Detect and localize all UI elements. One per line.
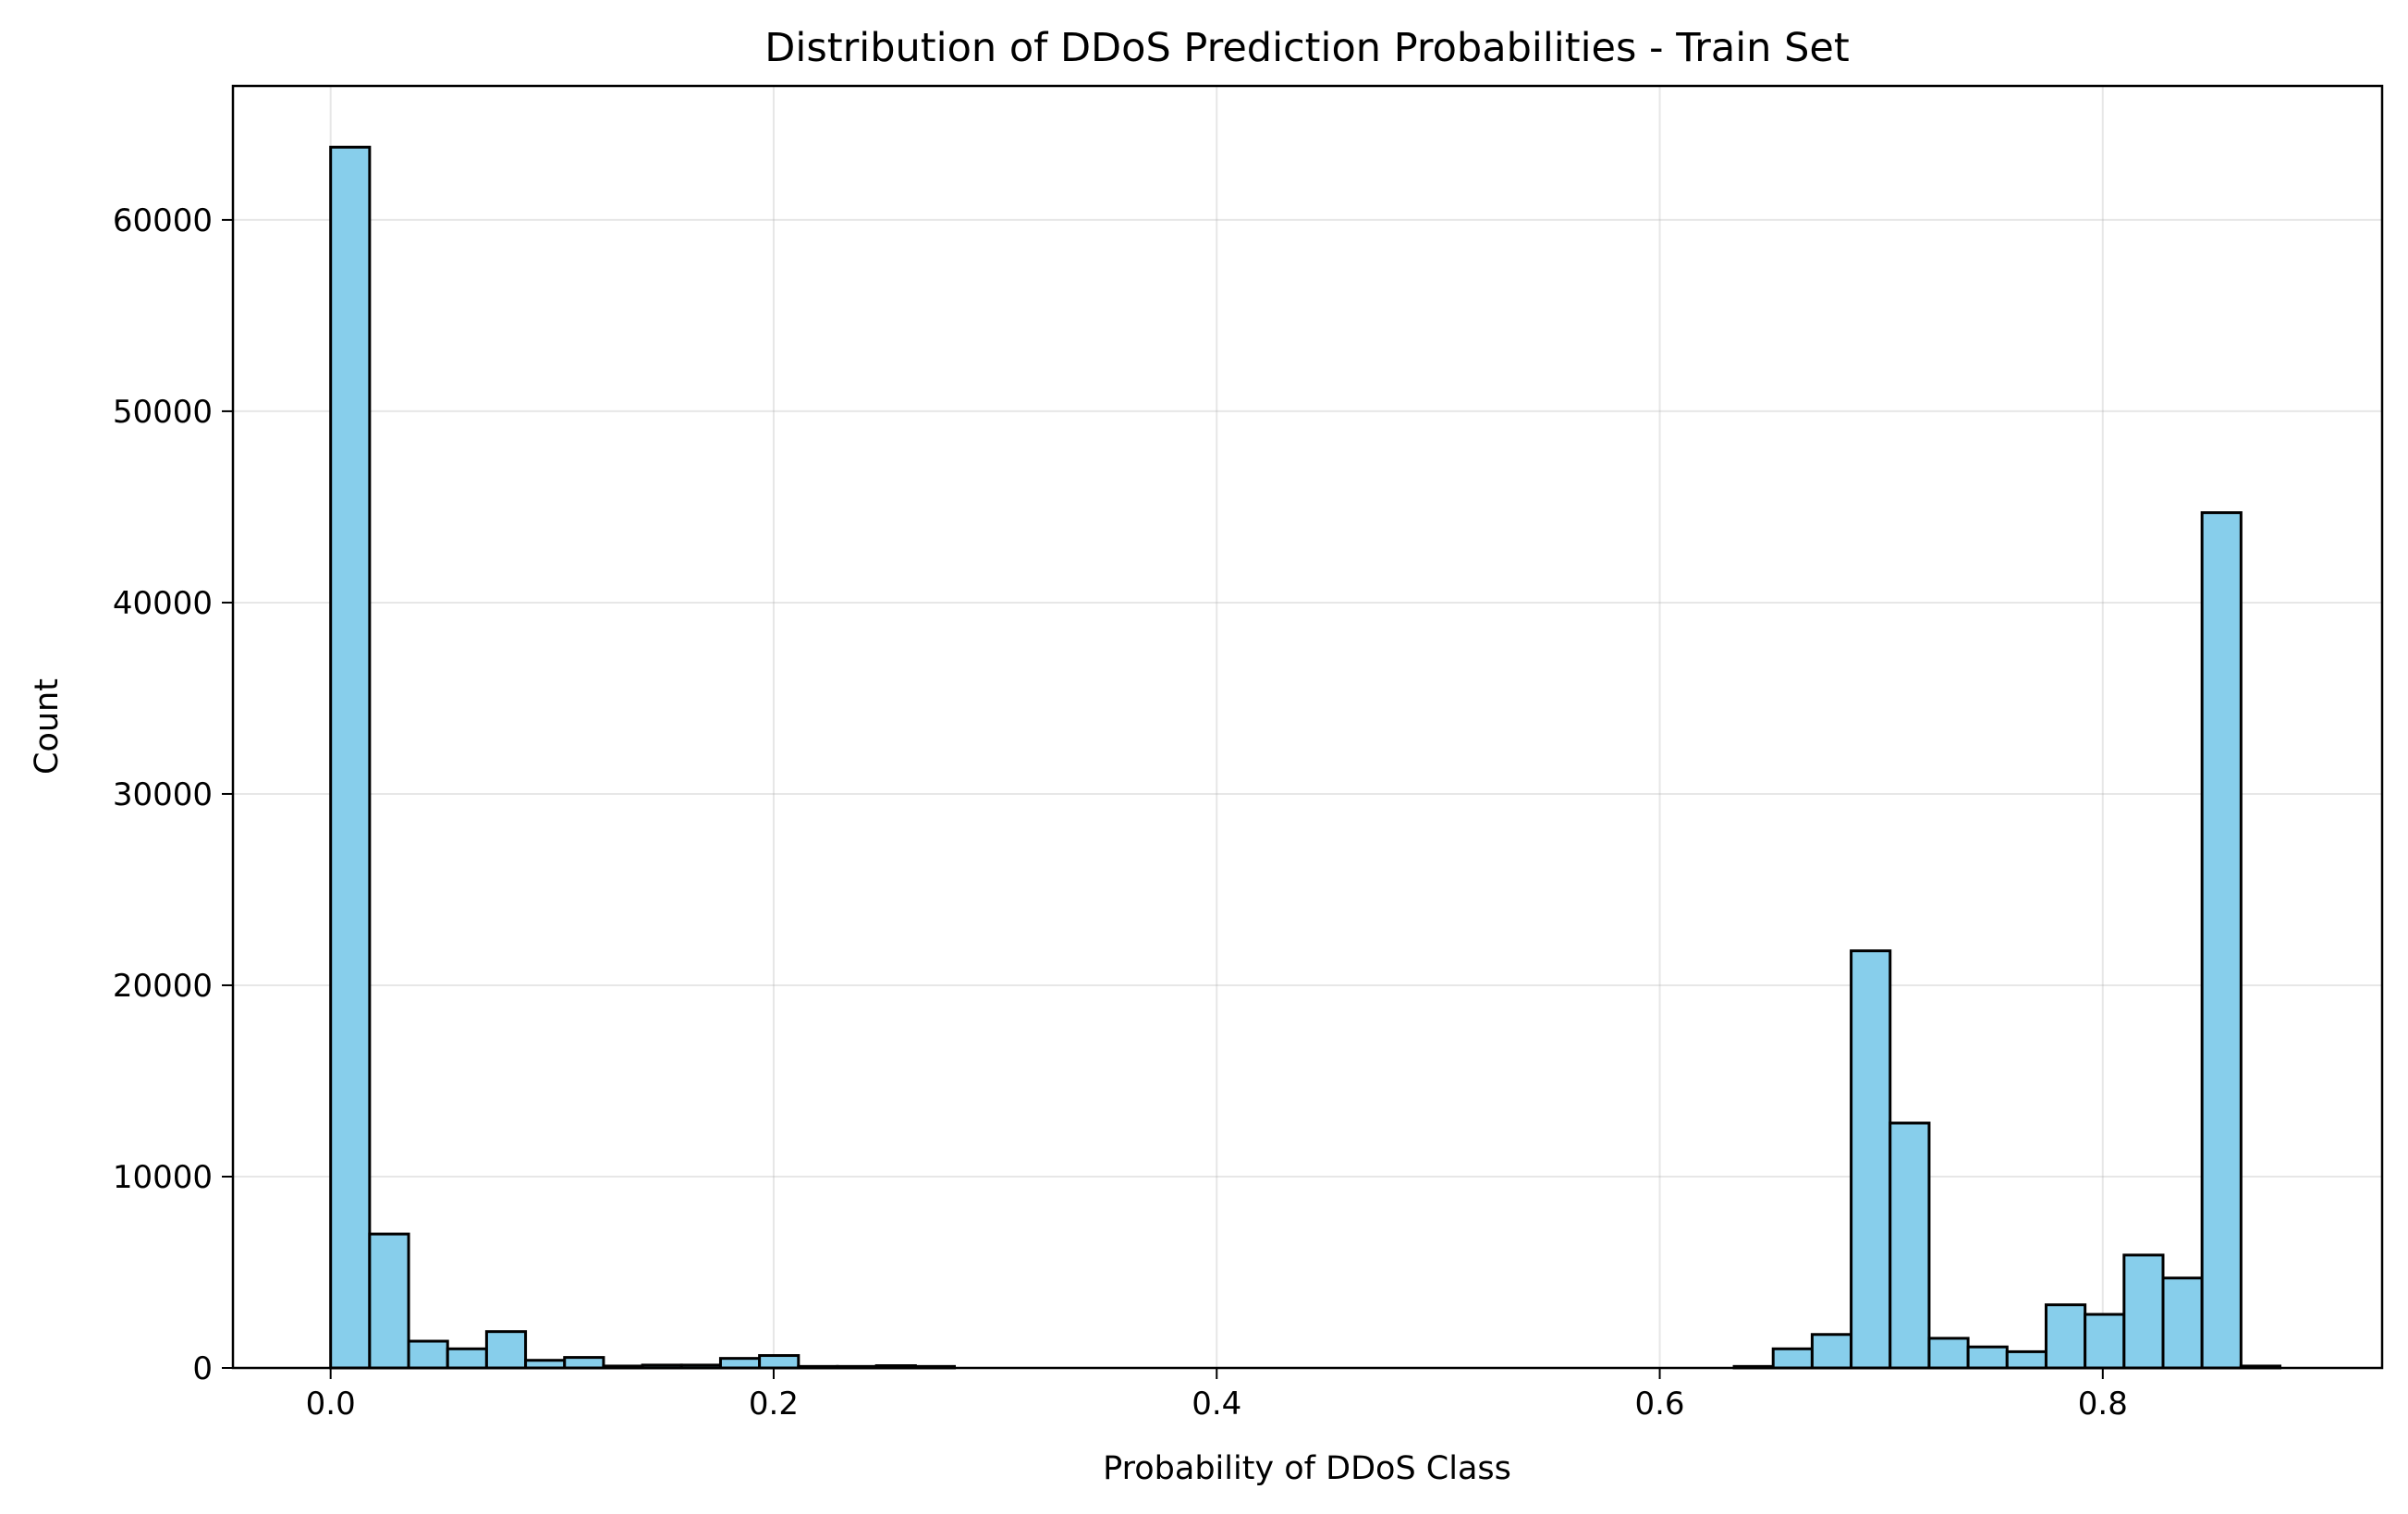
histogram-bar xyxy=(1850,949,1892,1370)
histogram-bar xyxy=(758,1354,801,1370)
histogram-bar xyxy=(1889,1121,1931,1370)
histogram-bar xyxy=(329,145,372,1370)
x-tick-label: 0.2 xyxy=(749,1386,799,1422)
x-tick-label: 0.0 xyxy=(306,1386,356,1422)
histogram-bar xyxy=(2084,1313,2126,1370)
histogram-bar xyxy=(484,1330,528,1370)
histogram-bar xyxy=(368,1232,410,1370)
chart-title: Distribution of DDoS Prediction Probabil… xyxy=(764,25,1849,71)
histogram-bar xyxy=(1810,1333,1853,1370)
y-tick-label: 20000 xyxy=(113,968,213,1005)
histogram-bars xyxy=(329,145,2282,1370)
y-tick-label: 40000 xyxy=(113,585,213,622)
histogram-bar xyxy=(1771,1347,1814,1370)
histogram-bar xyxy=(2200,511,2243,1370)
y-tick-label: 50000 xyxy=(113,394,213,431)
histogram-bar xyxy=(2161,1276,2204,1370)
histogram-bar xyxy=(2122,1253,2165,1370)
y-tick-label: 30000 xyxy=(113,776,213,813)
histogram-bar xyxy=(2044,1303,2087,1370)
y-axis-ticks: 0 10000 20000 30000 40000 50000 60000 xyxy=(113,202,233,1387)
histogram-bar xyxy=(446,1347,488,1370)
histogram-bar xyxy=(2005,1349,2047,1370)
x-tick-label: 0.4 xyxy=(1192,1386,1241,1422)
histogram-bar xyxy=(563,1356,605,1370)
plot-frame xyxy=(231,84,2384,1370)
histogram-bar xyxy=(718,1357,762,1370)
x-axis-label: Probability of DDoS Class xyxy=(1103,1450,1511,1487)
x-tick-label: 0.6 xyxy=(1634,1386,1684,1422)
y-tick-label: 10000 xyxy=(113,1159,213,1196)
x-tick-label: 0.8 xyxy=(2078,1386,2128,1422)
y-tick-label: 60000 xyxy=(113,202,213,239)
grid-lines xyxy=(233,86,2382,1369)
y-axis-label: Count xyxy=(29,678,66,775)
histogram-bar xyxy=(1966,1345,2009,1370)
histogram-bar xyxy=(1927,1337,1970,1370)
histogram-bar xyxy=(407,1339,449,1370)
y-tick-label: 0 xyxy=(192,1350,213,1387)
x-axis-ticks: 0.0 0.2 0.4 0.6 0.8 xyxy=(306,1368,2128,1422)
